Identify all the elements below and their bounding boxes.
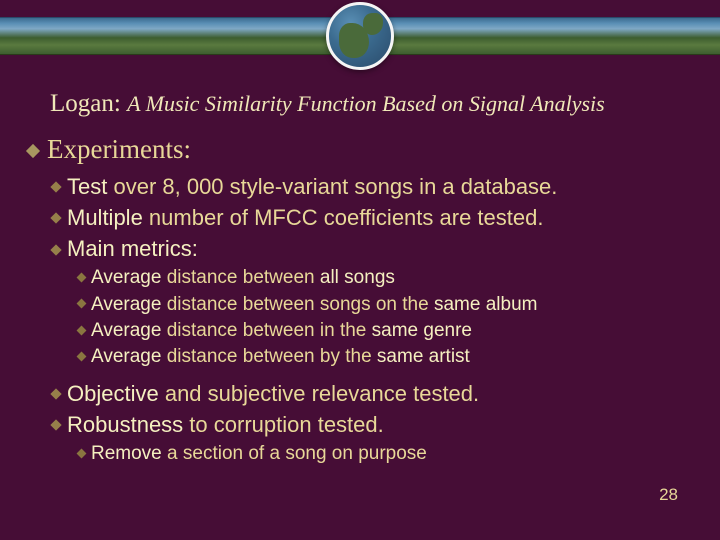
diamond-icon xyxy=(50,244,61,255)
mult-hl: Multiple xyxy=(67,205,143,230)
bullet-main-metrics: Main metrics: xyxy=(52,235,692,263)
m2-c: same album xyxy=(434,294,538,315)
m4-b: distance between by the xyxy=(161,346,376,367)
m3-c: same genre xyxy=(372,320,472,341)
diamond-icon xyxy=(50,182,61,193)
m4-c: same artist xyxy=(377,346,470,367)
m3-b: distance between in the xyxy=(161,320,371,341)
slide-content: Logan: A Music Similarity Function Based… xyxy=(0,72,720,466)
obj-hl: Objective xyxy=(67,381,159,406)
globe-icon xyxy=(326,2,394,70)
m2-b: distance between songs on the xyxy=(161,294,434,315)
r1-b: a section of a song on purpose xyxy=(162,443,427,464)
m4-a: Average xyxy=(91,346,161,367)
m1-a: Average xyxy=(91,267,161,288)
bullet-metric-same-artist: Average distance between by the same art… xyxy=(78,345,692,369)
bullet-remove-section: Remove a section of a song on purpose xyxy=(78,442,692,466)
diamond-icon xyxy=(50,388,61,399)
m1-c: all songs xyxy=(320,267,395,288)
test-hl: Test xyxy=(67,174,107,199)
diamond-icon xyxy=(50,419,61,430)
m3-a: Average xyxy=(91,320,161,341)
diamond-icon xyxy=(26,144,40,158)
header-band xyxy=(0,0,720,72)
diamond-icon xyxy=(50,213,61,224)
rob-rest: to corruption tested. xyxy=(183,412,384,437)
diamond-icon xyxy=(77,325,87,335)
m2-a: Average xyxy=(91,294,161,315)
bullet-metric-same-genre: Average distance between in the same gen… xyxy=(78,319,692,343)
diamond-icon xyxy=(77,273,87,283)
rob-hl: Robustness xyxy=(67,412,183,437)
bullet-test: Test over 8, 000 style-variant songs in … xyxy=(52,173,692,201)
mult-rest: number of MFCC coefficients are tested. xyxy=(143,205,544,230)
title-sub: A Music Similarity Function Based on Sig… xyxy=(127,91,605,116)
bullet-multiple: Multiple number of MFCC coefficients are… xyxy=(52,204,692,232)
slide-number: 28 xyxy=(659,485,678,505)
experiments-label: Experiments: xyxy=(47,134,191,164)
m1-b: distance between xyxy=(161,267,319,288)
slide-title: Logan: A Music Similarity Function Based… xyxy=(28,90,692,118)
bullet-metric-same-album: Average distance between songs on the sa… xyxy=(78,293,692,317)
main-metrics: metrics: xyxy=(121,236,198,261)
bullet-objective: Objective and subjective relevance teste… xyxy=(52,380,692,408)
diamond-icon xyxy=(77,448,87,458)
obj-rest: and subjective relevance tested. xyxy=(159,381,479,406)
diamond-icon xyxy=(77,351,87,361)
main-hl: Main xyxy=(67,236,115,261)
test-rest: over 8, 000 style-variant songs in a dat… xyxy=(107,174,557,199)
diamond-icon xyxy=(77,299,87,309)
bullet-robustness: Robustness to corruption tested. xyxy=(52,411,692,439)
title-main: Logan: xyxy=(50,90,127,117)
r1-a: Remove xyxy=(91,443,162,464)
bullet-metric-all-songs: Average distance between all songs xyxy=(78,266,692,290)
bullet-experiments: Experiments: xyxy=(28,134,692,165)
